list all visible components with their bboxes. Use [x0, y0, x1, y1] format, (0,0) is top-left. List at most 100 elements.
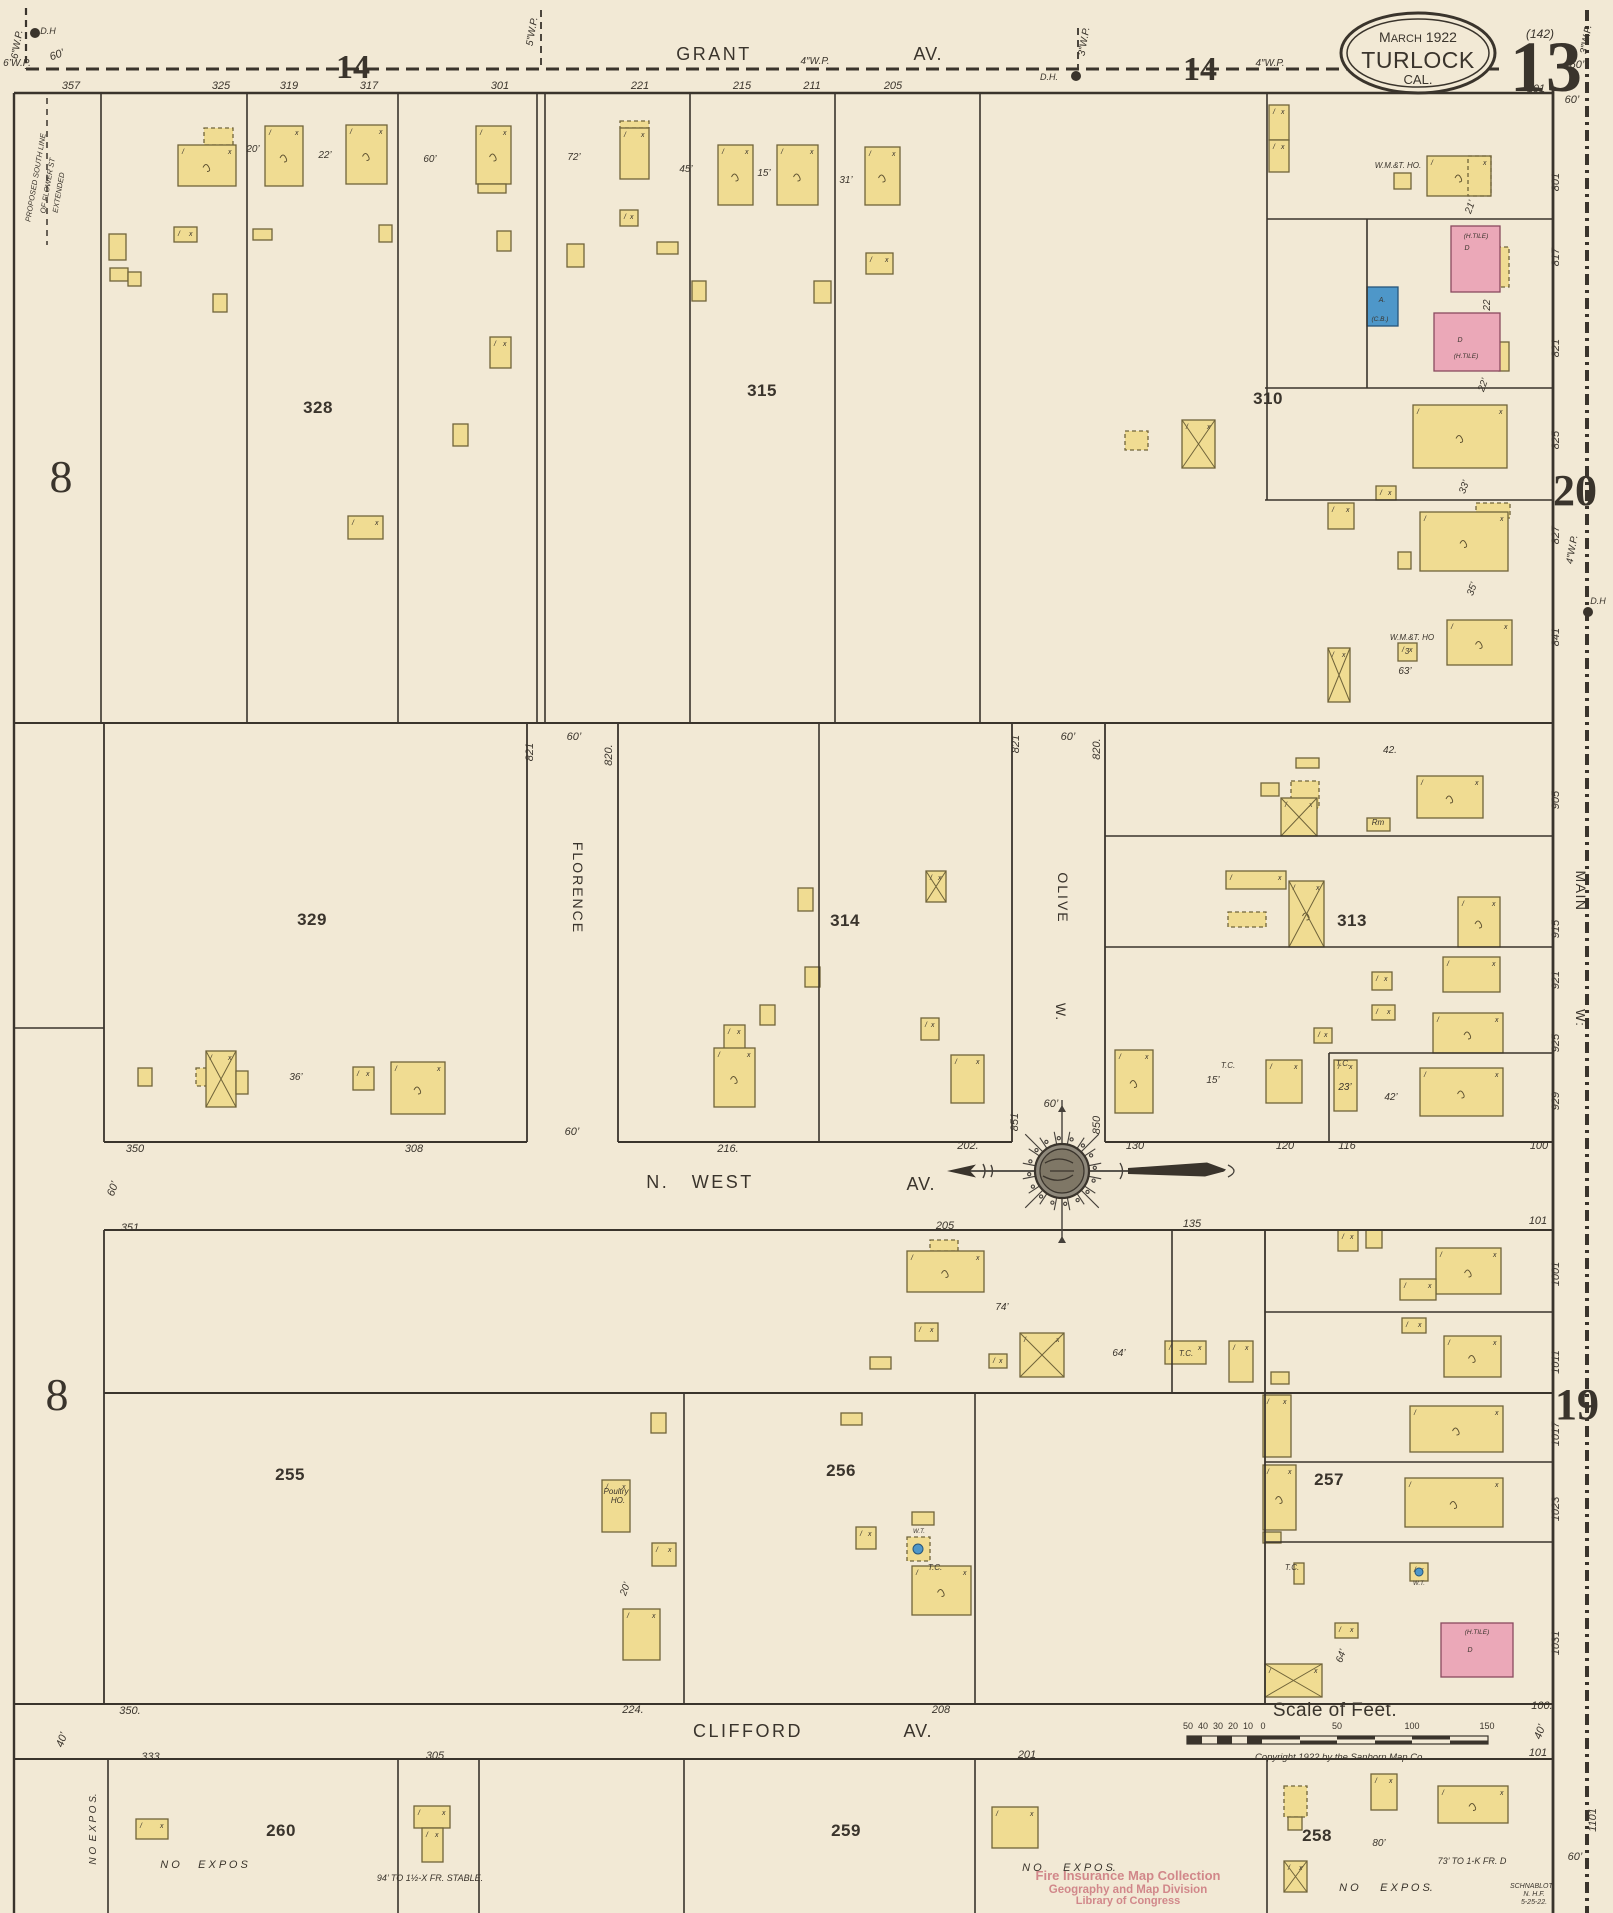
svg-text:x: x	[1503, 624, 1508, 631]
svg-text:1101: 1101	[1587, 1808, 1599, 1832]
svg-text:x: x	[1383, 976, 1388, 983]
svg-text:/: /	[721, 149, 725, 156]
svg-text:5″W.P.: 5″W.P.	[525, 16, 541, 47]
svg-text:/: /	[1266, 1399, 1270, 1406]
svg-text:201: 201	[1017, 1749, 1036, 1761]
svg-text:801: 801	[1550, 173, 1562, 191]
svg-text:x: x	[1498, 409, 1503, 416]
svg-text:36’: 36’	[289, 1072, 303, 1083]
svg-text:W.T.: W.T.	[1413, 1581, 1425, 1587]
svg-text:0: 0	[1260, 1721, 1265, 1731]
svg-text:Rm: Rm	[1372, 818, 1385, 827]
svg-text:W:: W:	[1573, 1009, 1588, 1027]
svg-text:/: /	[727, 1029, 731, 1036]
svg-text:x: x	[1386, 1009, 1391, 1016]
svg-text:100: 100	[1404, 1721, 1419, 1731]
svg-text:x: x	[1474, 780, 1479, 787]
svg-text:N O E X P O S.: N O E X P O S.	[1022, 1862, 1116, 1874]
svg-text:100: 100	[1530, 1140, 1549, 1152]
svg-text:314: 314	[830, 911, 860, 930]
svg-text:x: x	[1315, 885, 1320, 892]
svg-text:/: /	[1272, 109, 1276, 116]
svg-text:13: 13	[1510, 27, 1582, 107]
svg-text:14: 14	[336, 49, 370, 86]
svg-text:/: /	[1447, 1340, 1451, 1347]
svg-text:260: 260	[266, 1821, 296, 1840]
svg-text:205: 205	[883, 80, 903, 92]
svg-text:x: x	[621, 1484, 626, 1491]
svg-text:255: 255	[275, 1465, 305, 1484]
svg-text:x: x	[744, 149, 749, 156]
svg-text:GRANT: GRANT	[676, 44, 752, 64]
svg-text:/: /	[493, 341, 497, 348]
svg-text:1011: 1011	[1550, 1350, 1562, 1374]
svg-text:317: 317	[360, 80, 379, 92]
svg-text:x: x	[436, 1066, 441, 1073]
svg-text:/: /	[1379, 490, 1383, 497]
svg-text:D: D	[1467, 1647, 1472, 1654]
svg-text:/: /	[910, 1255, 914, 1262]
svg-text:/: /	[868, 151, 872, 158]
svg-text:x: x	[1408, 647, 1413, 654]
svg-text:42.: 42.	[1383, 745, 1397, 756]
svg-text:6’W.P.: 6’W.P.	[3, 58, 31, 69]
svg-text:x: x	[746, 1052, 751, 1059]
svg-text:/: /	[1439, 1252, 1443, 1259]
svg-text:15’: 15’	[757, 168, 771, 179]
svg-text:D.H: D.H	[40, 26, 56, 36]
svg-text:/: /	[623, 132, 627, 139]
svg-text:4″W.P.: 4″W.P.	[1565, 534, 1581, 565]
svg-text:W.: W.	[1053, 1003, 1069, 1021]
svg-text:929: 929	[1550, 1092, 1562, 1110]
svg-text:x: x	[1348, 1064, 1353, 1071]
svg-text:1023: 1023	[1550, 1496, 1562, 1521]
svg-text:94’ TO 1½-X FR. STABLE.: 94’ TO 1½-X FR. STABLE.	[377, 1873, 483, 1883]
svg-text:135: 135	[1183, 1218, 1202, 1230]
svg-text:/: /	[918, 1327, 922, 1334]
svg-text:257: 257	[1314, 1470, 1344, 1489]
svg-text:x: x	[159, 1823, 164, 1830]
svg-text:921: 921	[1550, 971, 1562, 989]
svg-text:/: /	[1023, 1337, 1027, 1344]
svg-text:60’: 60’	[1044, 1098, 1059, 1110]
svg-text:50: 50	[1183, 1721, 1193, 1731]
svg-text:5-25-22.: 5-25-22.	[1521, 1899, 1547, 1906]
svg-text:/: /	[268, 130, 272, 137]
svg-text:/: /	[626, 1613, 630, 1620]
svg-text:x: x	[975, 1255, 980, 1262]
svg-text:x: x	[1280, 109, 1285, 116]
svg-text:/: /	[1430, 160, 1434, 167]
svg-text:T.C.: T.C.	[928, 1563, 942, 1572]
svg-text:301: 301	[491, 80, 509, 92]
svg-text:64’: 64’	[1112, 1348, 1126, 1359]
svg-text:x: x	[1197, 1345, 1202, 1352]
svg-text:Poultry: Poultry	[604, 1487, 630, 1496]
svg-text:x: x	[294, 130, 299, 137]
svg-text:357: 357	[62, 80, 81, 92]
svg-text:45’: 45’	[679, 164, 693, 175]
svg-text:/: /	[1375, 1009, 1379, 1016]
svg-text:/: /	[1266, 1469, 1270, 1476]
svg-text:T.C.: T.C.	[1221, 1061, 1235, 1070]
svg-text:/: /	[1408, 1482, 1412, 1489]
svg-text:3: 3	[1405, 647, 1410, 656]
svg-text:D: D	[1457, 337, 1462, 344]
svg-text:x: x	[1494, 1072, 1499, 1079]
svg-text:x: x	[1417, 1322, 1422, 1329]
svg-text:x: x	[667, 1547, 672, 1554]
svg-text:/: /	[995, 1811, 999, 1818]
svg-text:T.C.: T.C.	[1336, 1059, 1350, 1068]
svg-text:x: x	[1313, 1668, 1318, 1675]
svg-text:258: 258	[1302, 1826, 1332, 1845]
svg-text:(H.TILE): (H.TILE)	[1464, 233, 1489, 240]
svg-text:x: x	[809, 149, 814, 156]
svg-text:/: /	[623, 214, 627, 221]
svg-text:x: x	[1345, 507, 1350, 514]
svg-text:Geography and Map Division: Geography and Map Division	[1049, 1884, 1207, 1896]
svg-text:310: 310	[1253, 389, 1283, 408]
svg-text:21’: 21’	[1463, 198, 1479, 216]
svg-text:/: /	[859, 1531, 863, 1538]
svg-text:/: /	[209, 1055, 213, 1062]
svg-text:x: x	[1388, 1778, 1393, 1785]
svg-text:221: 221	[630, 80, 649, 92]
